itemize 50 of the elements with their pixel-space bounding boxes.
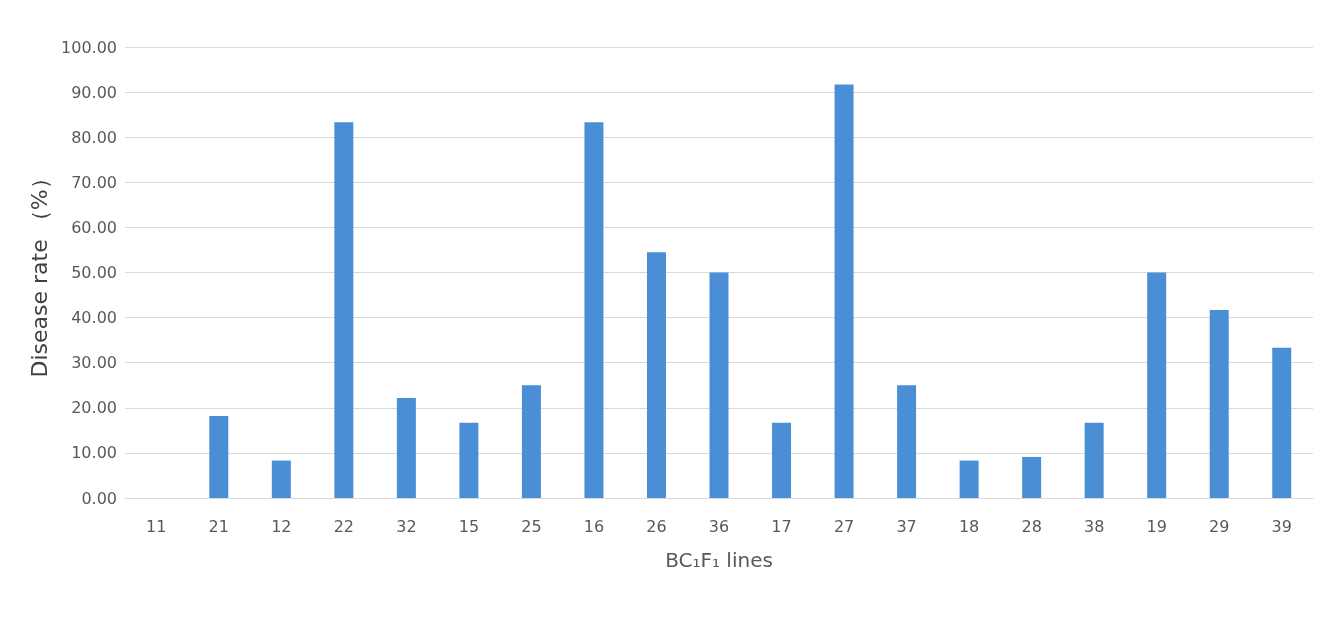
- x-tick-label: 36: [708, 516, 730, 536]
- y-tick-label: 30.00: [71, 353, 117, 373]
- x-tick-label: 28: [1021, 516, 1042, 536]
- y-tick-label: 70.00: [71, 172, 117, 192]
- x-tick-label: 11: [146, 516, 167, 536]
- bar: [959, 460, 979, 498]
- x-tick-label: 19: [1146, 516, 1167, 536]
- y-tick-label: 40.00: [71, 308, 117, 328]
- x-tick-label: 16: [583, 516, 605, 536]
- bar: [646, 252, 666, 498]
- x-tick-label: 15: [458, 516, 480, 536]
- bar: [709, 272, 729, 498]
- x-tick-label: 17: [771, 516, 792, 536]
- y-tick-label: 10.00: [71, 443, 117, 463]
- y-tick-label: 100.00: [61, 37, 117, 57]
- bar: [834, 84, 854, 498]
- bar: [209, 415, 229, 498]
- y-tick-label: 80.00: [71, 127, 117, 147]
- y-tick-label: 50.00: [71, 263, 117, 282]
- bar: [1209, 309, 1229, 498]
- y-tick-label: 90.00: [71, 82, 117, 102]
- bar: [521, 385, 541, 498]
- bar: [772, 422, 792, 498]
- x-tick-label: 38: [1083, 516, 1105, 536]
- bar: [1084, 422, 1104, 498]
- x-tick-label: 21: [208, 516, 229, 536]
- bar: [459, 422, 479, 498]
- x-tick-label: 32: [396, 516, 417, 536]
- bar: [1022, 456, 1042, 498]
- x-tick-label: 37: [896, 516, 917, 536]
- bar: [1147, 272, 1167, 498]
- x-tick-label: 12: [271, 516, 292, 536]
- x-tick-label: 27: [833, 516, 855, 536]
- y-tick-label: 20.00: [71, 398, 117, 418]
- x-tick-label: 39: [1271, 516, 1292, 536]
- x-tick-label: 25: [521, 516, 542, 536]
- bar: [1272, 347, 1292, 498]
- x-tick-label: 29: [1209, 516, 1230, 536]
- x-tick-label: 22: [333, 516, 355, 536]
- bar: [584, 122, 604, 498]
- bar: [396, 397, 416, 498]
- x-tick-label: 26: [646, 516, 667, 536]
- bar: [334, 122, 354, 498]
- x-tick-label: 18: [958, 516, 980, 536]
- bar: [897, 385, 917, 498]
- x-axis-title: BC₁F₁ lines: [665, 548, 773, 572]
- y-tick-label: 0.00: [81, 488, 117, 508]
- y-tick-label: 60.00: [71, 217, 117, 237]
- y-axis-title: Disease rate （%）: [26, 167, 52, 378]
- bar: [271, 460, 291, 498]
